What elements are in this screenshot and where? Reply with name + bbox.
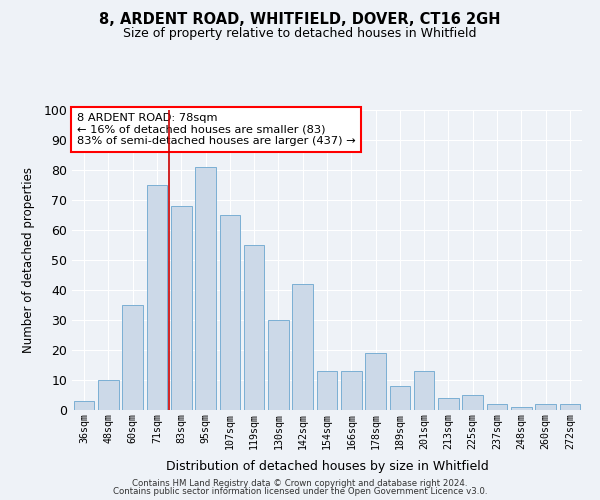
- Bar: [341, 371, 362, 410]
- Bar: [438, 398, 459, 410]
- Bar: [195, 167, 216, 410]
- Bar: [171, 206, 191, 410]
- Bar: [414, 371, 434, 410]
- Bar: [317, 371, 337, 410]
- Text: 8, ARDENT ROAD, WHITFIELD, DOVER, CT16 2GH: 8, ARDENT ROAD, WHITFIELD, DOVER, CT16 2…: [99, 12, 501, 28]
- Bar: [268, 320, 289, 410]
- Text: Contains public sector information licensed under the Open Government Licence v3: Contains public sector information licen…: [113, 487, 487, 496]
- Bar: [511, 407, 532, 410]
- Bar: [560, 404, 580, 410]
- Text: Contains HM Land Registry data © Crown copyright and database right 2024.: Contains HM Land Registry data © Crown c…: [132, 478, 468, 488]
- Bar: [74, 401, 94, 410]
- Text: Size of property relative to detached houses in Whitfield: Size of property relative to detached ho…: [123, 28, 477, 40]
- Bar: [244, 245, 265, 410]
- Bar: [98, 380, 119, 410]
- Bar: [365, 353, 386, 410]
- Bar: [122, 305, 143, 410]
- Bar: [389, 386, 410, 410]
- Bar: [292, 284, 313, 410]
- X-axis label: Distribution of detached houses by size in Whitfield: Distribution of detached houses by size …: [166, 460, 488, 473]
- Text: 8 ARDENT ROAD: 78sqm
← 16% of detached houses are smaller (83)
83% of semi-detac: 8 ARDENT ROAD: 78sqm ← 16% of detached h…: [77, 113, 356, 146]
- Bar: [463, 395, 483, 410]
- Bar: [535, 404, 556, 410]
- Bar: [487, 404, 508, 410]
- Bar: [146, 185, 167, 410]
- Bar: [220, 215, 240, 410]
- Y-axis label: Number of detached properties: Number of detached properties: [22, 167, 35, 353]
